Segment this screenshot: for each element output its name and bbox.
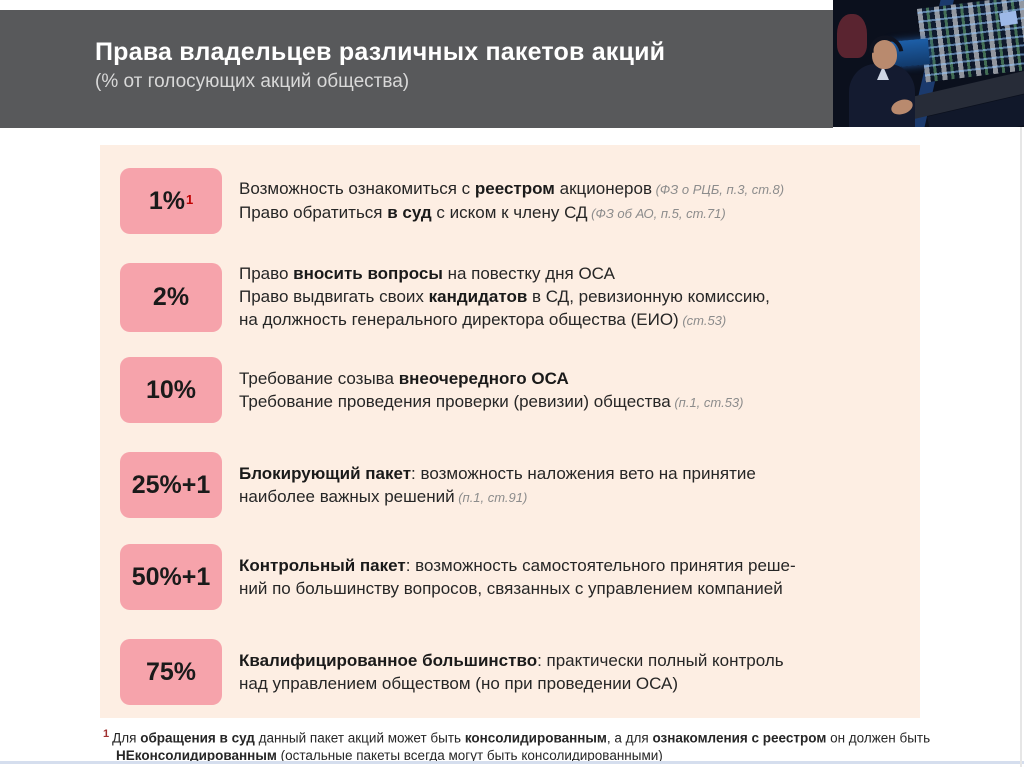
law-reference: (п.1, ст.53) [670, 394, 744, 410]
package-badge: 50%+1 [120, 544, 222, 610]
footnote-line: НЕконсолидированным (остальные пакеты вс… [103, 747, 933, 765]
rights-panel: 1% 1 Возможность ознакомиться с реестром а… [100, 145, 920, 718]
text-segment: данный пакет акций может быть [254, 730, 465, 746]
description-line: Требование проведения проверки (ревизии)… [239, 390, 743, 414]
package-badge: 10% [120, 357, 222, 423]
text-segment: внеочередного ОСА [398, 368, 569, 388]
package-row: 1% 1 Возможность ознакомиться с реестром а… [120, 168, 904, 234]
text-segment: НЕконсолидированным [116, 748, 277, 763]
package-description: Право вносить вопросы на повестку дня ОС… [239, 262, 770, 332]
trading-floor-photo [833, 0, 1024, 127]
text-segment: кандидатов [428, 287, 528, 306]
package-badge-label: 50%+1 [131, 562, 211, 591]
description-line: наиболее важных решений (п.1, ст.91) [239, 485, 756, 509]
bottom-divider [0, 761, 1024, 764]
text-segment: в суд [387, 203, 432, 222]
package-row: 25%+1 Блокирующий пакет: возможность нало… [120, 452, 904, 518]
photo-background-figure [837, 14, 867, 58]
package-badge: 25%+1 [120, 452, 222, 518]
description-line: Квалифицированное большинство: практичес… [239, 649, 784, 672]
text-segment: обращения в суд [140, 730, 255, 746]
text-segment: наиболее важных решений [239, 486, 455, 506]
description-line: Право вносить вопросы на повестку дня ОС… [239, 262, 770, 285]
text-segment: он должен быть [826, 730, 931, 746]
text-segment: Квалифицированное большинство [239, 651, 538, 670]
text-segment: Возможность ознакомиться с [239, 179, 475, 198]
package-description: Блокирующий пакет: возможность наложения… [239, 462, 756, 509]
description-line: ний по большинству вопросов, связанных с… [239, 577, 796, 600]
package-badge-label: 75% [145, 657, 197, 686]
text-segment: , а для [606, 730, 653, 746]
package-row: 2% Право вносить вопросы на повестку дня … [120, 262, 904, 332]
text-segment: вносить вопросы [293, 264, 443, 283]
text-segment: Контрольный пакет [239, 556, 406, 575]
package-description: Квалифицированное большинство: практичес… [239, 649, 784, 695]
text-segment: Блокирующий пакет [239, 463, 412, 483]
text-segment: : практически полный контроль [537, 651, 784, 670]
page-title: Права владельцев различных пакетов акций [95, 38, 666, 66]
text-segment: в СД, ревизионную комиссию, [527, 287, 770, 306]
text-segment: консолидированным [464, 730, 607, 746]
package-badge-label: 1% [148, 186, 185, 215]
law-reference: (ст.53) [678, 313, 727, 328]
footnote-line: 1 Для обращения в суд данный пакет акций … [103, 726, 933, 747]
package-description: Требование созыва внеочередного ОСА Требо… [239, 367, 743, 414]
text-segment: : возможность наложения вето на принятие [411, 463, 756, 483]
text-segment: на повестку дня ОСА [442, 264, 615, 283]
package-description: Контрольный пакет: возможность самостоят… [239, 554, 796, 600]
text-segment: Для [112, 730, 141, 746]
footnote: 1 Для обращения в суд данный пакет акций … [103, 726, 933, 765]
photo-sign [999, 10, 1018, 27]
description-line: Право выдвигать своих кандидатов в СД, р… [239, 285, 770, 308]
package-description: Возможность ознакомиться с реестром акци… [239, 177, 784, 225]
text-segment: с иском к члену СД [431, 203, 588, 222]
page-subtitle: (% от голосующих акций общества) [95, 71, 410, 92]
text-segment: Право выдвигать своих [239, 287, 429, 306]
description-line: Требование созыва внеочередного ОСА [239, 367, 743, 390]
package-badge: 1% 1 [120, 168, 222, 234]
text-segment: : возможность самостоятельного принятия … [405, 556, 796, 575]
description-line: над управлением обществом (но при провед… [239, 672, 784, 695]
text-segment: ознакомления с реестром [652, 730, 827, 746]
description-line: Блокирующий пакет: возможность наложения… [239, 462, 756, 485]
text-segment: на должность генерального директора обще… [239, 310, 679, 329]
package-row: 75% Квалифицированное большинство: практи… [120, 639, 904, 705]
photo-trader-head [872, 40, 897, 69]
package-badge: 2% [120, 262, 222, 332]
title-bar: Права владельцев различных пакетов акций… [0, 10, 833, 128]
description-line: Возможность ознакомиться с реестром акци… [239, 177, 784, 201]
law-reference: (ФЗ об АО, п.5, ст.71) [587, 206, 726, 221]
law-reference: (ФЗ о РЦБ, п.3, ст.8) [651, 182, 785, 197]
package-badge-label: 2% [152, 282, 190, 311]
description-line: Право обратиться в суд с иском к члену С… [239, 201, 784, 225]
package-row: 50%+1 Контрольный пакет: возможность само… [120, 544, 904, 610]
text-segment: Требование проведения проверки (ревизии)… [239, 391, 671, 411]
description-line: на должность генерального директора обще… [239, 308, 770, 332]
description-line: Контрольный пакет: возможность самостоят… [239, 554, 796, 577]
package-badge-label: 25%+1 [131, 470, 211, 499]
footnote-marker: 1 [103, 728, 110, 740]
package-badge-label: 10% [145, 375, 197, 404]
text-segment: ний по большинству вопросов, связанных с… [239, 579, 783, 598]
right-edge-divider [1020, 127, 1022, 767]
package-row: 10% Требование созыва внеочередного ОСА Тр… [120, 357, 904, 423]
text-segment: Право обратиться [239, 203, 388, 222]
text-segment: Требование созыва [239, 368, 399, 388]
text-segment: над управлением обществом (но при провед… [239, 674, 679, 693]
package-badge: 75% [120, 639, 222, 705]
text-segment: реестром [474, 179, 555, 198]
text-segment: Право [239, 264, 294, 283]
footnote-reference-mark: 1 [185, 191, 194, 207]
text-segment: (остальные пакеты всегда могут быть конс… [276, 748, 663, 763]
text-segment: акционеров [554, 179, 652, 198]
law-reference: (п.1, ст.91) [454, 489, 528, 505]
